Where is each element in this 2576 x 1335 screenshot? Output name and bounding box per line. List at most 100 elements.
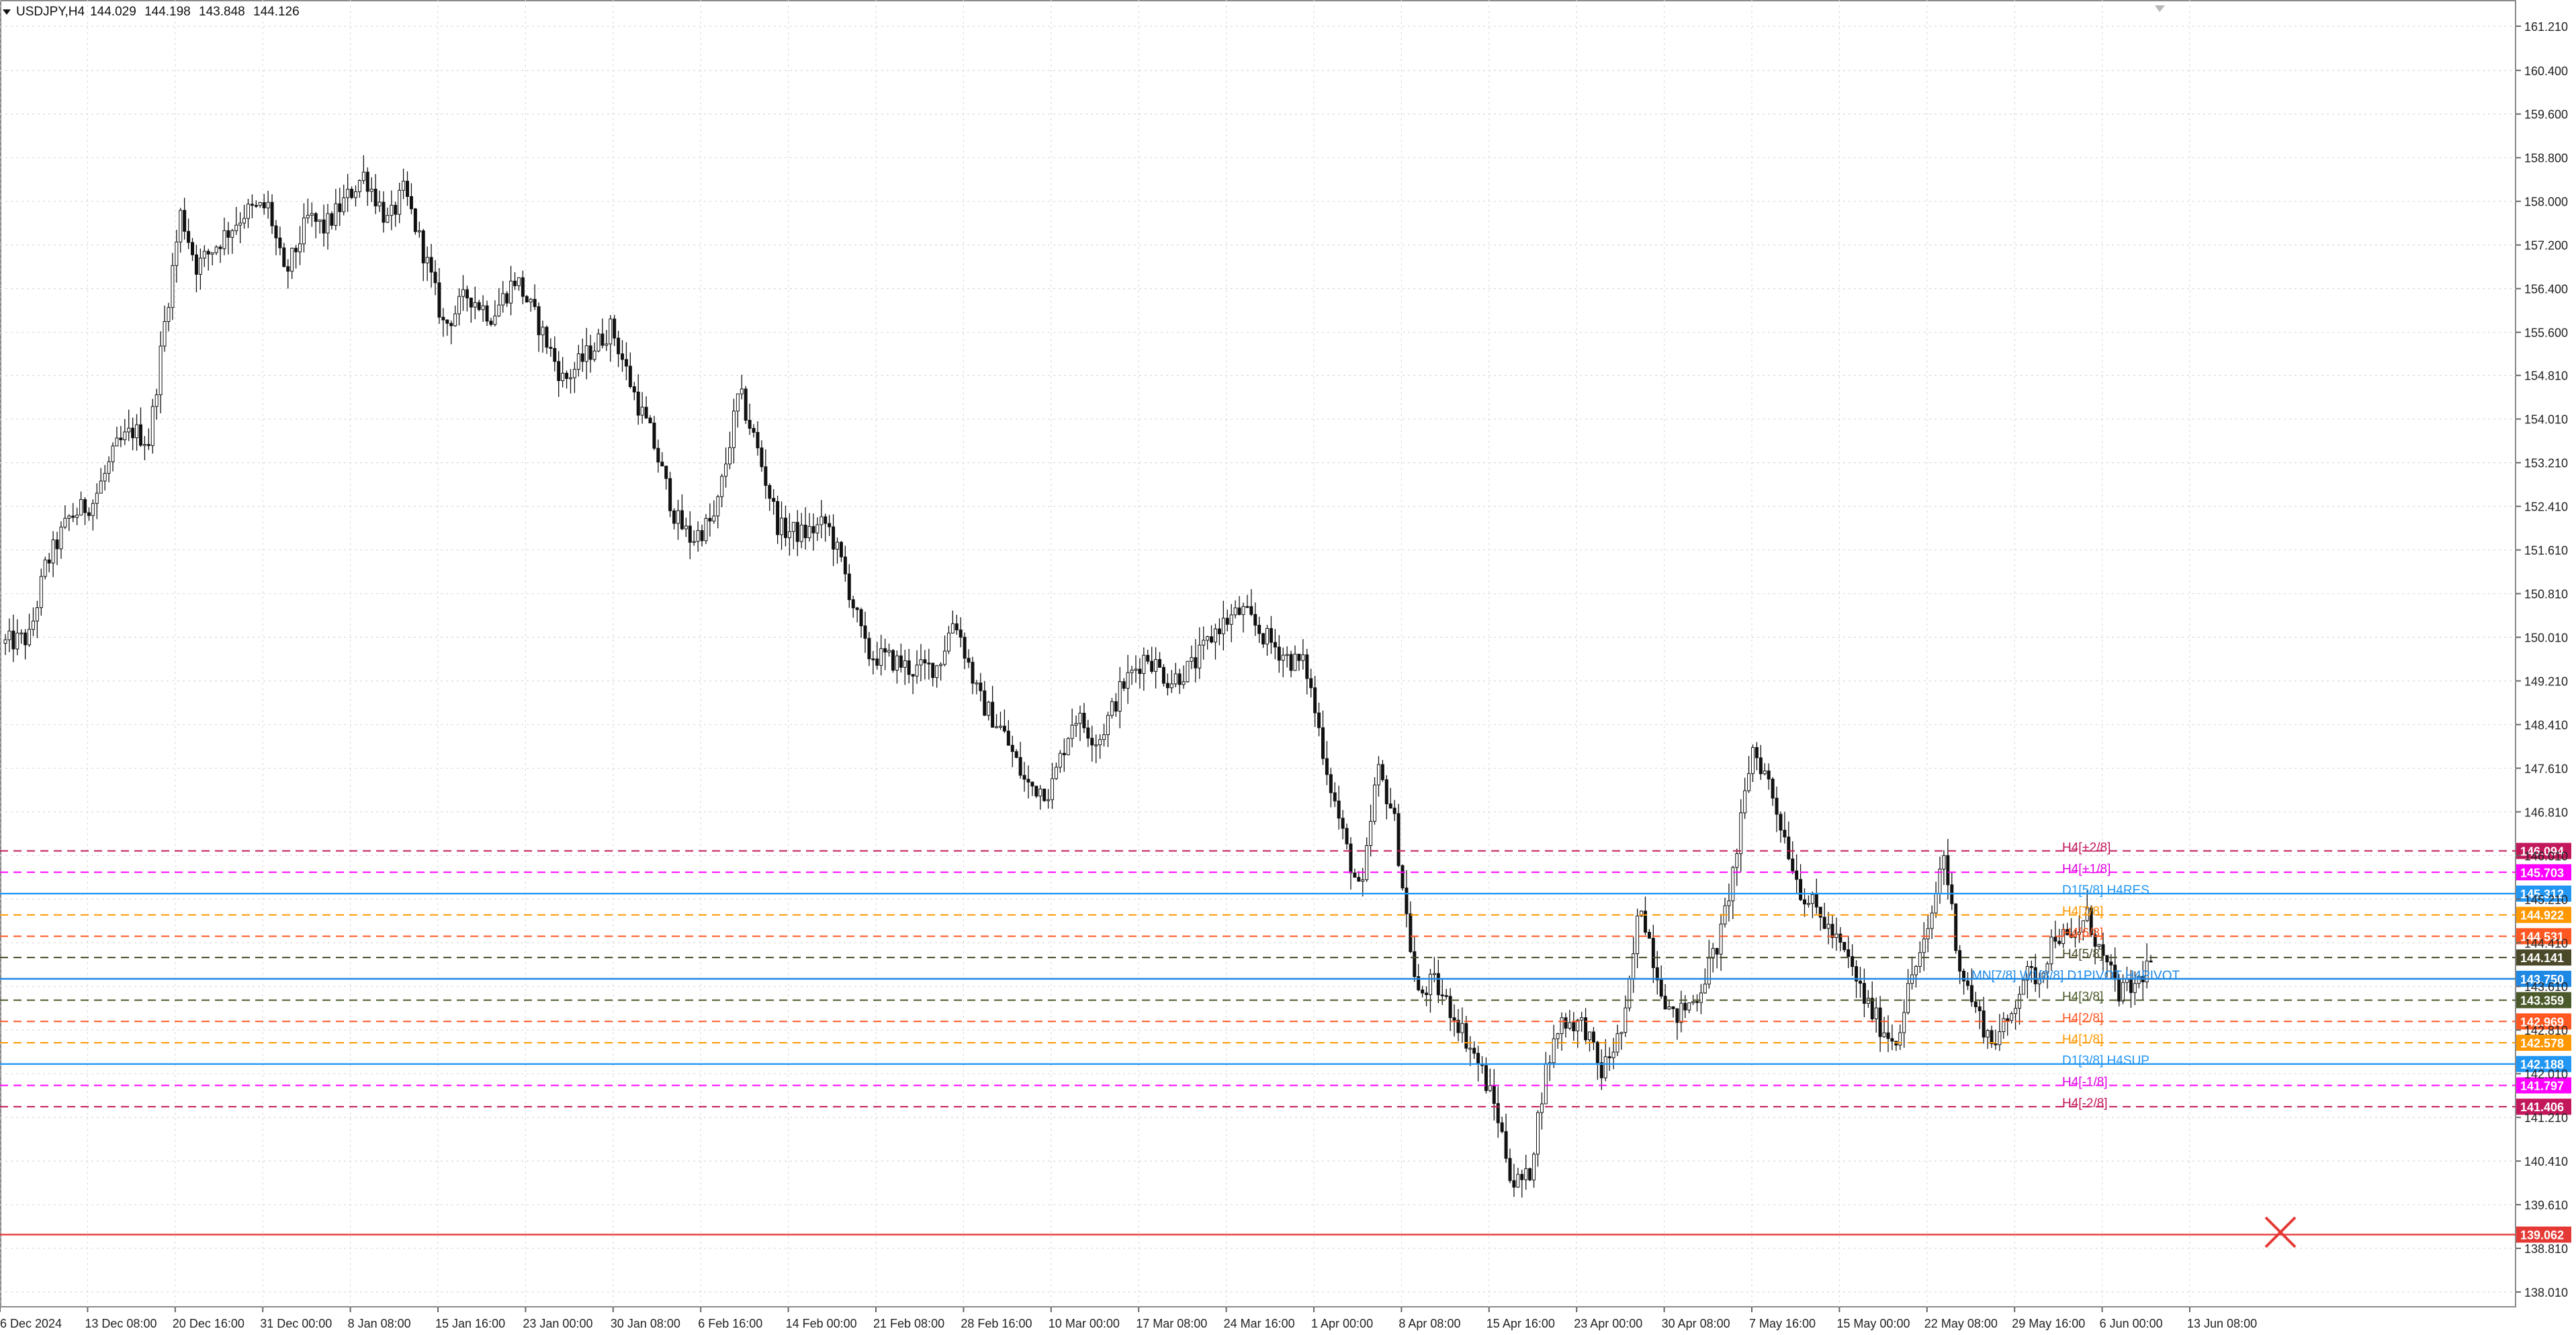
candle-body: [1759, 757, 1763, 775]
candle-body: [1047, 799, 1051, 802]
candle-body: [2121, 982, 2125, 1002]
candle-body: [43, 559, 47, 577]
candle-body: [59, 526, 63, 550]
price-badge-label: 145.703: [2520, 866, 2564, 879]
candle-body: [1010, 744, 1014, 752]
candle-body: [939, 664, 943, 666]
candle-body: [2066, 929, 2070, 935]
candle-body: [441, 316, 445, 320]
candle-body: [780, 517, 784, 535]
candle-body: [1114, 701, 1118, 712]
candle-body: [596, 333, 601, 351]
candle-body: [1154, 659, 1158, 672]
candle-body: [394, 204, 398, 215]
candle-body: [1098, 739, 1102, 746]
candle-body: [1161, 666, 1165, 684]
candle-body: [1190, 657, 1194, 662]
candle-body: [461, 289, 465, 297]
candle-body: [1369, 820, 1373, 846]
candle-body: [1978, 1006, 1982, 1011]
candle-body: [883, 648, 887, 653]
candle-body: [1317, 712, 1321, 728]
price-tick-label: 156.400: [2524, 283, 2568, 296]
candle-body: [2053, 937, 2057, 942]
time-tick-label: 1 Apr 00:00: [1311, 1317, 1373, 1330]
candle-body: [513, 280, 517, 286]
candle-body: [1779, 814, 1783, 831]
candle-body: [262, 202, 266, 209]
price-axis: 161.210 160.400 159.600 158.800 158.000 157.2…: [2516, 20, 2568, 1299]
triangle-down-icon[interactable]: [3, 9, 11, 15]
candle-body: [764, 466, 768, 486]
candle-body: [322, 219, 326, 234]
candle-body: [1619, 1032, 1624, 1035]
candle-body: [234, 224, 238, 231]
candle-body: [150, 406, 154, 446]
candle-body: [198, 257, 202, 275]
candle-body: [1516, 1174, 1520, 1188]
candle-body: [95, 492, 99, 504]
candle-body: [1568, 1022, 1572, 1029]
candle-body: [83, 499, 87, 513]
candle-body: [1965, 980, 1969, 986]
candle-body: [1556, 1033, 1560, 1039]
candle-body: [1576, 1019, 1580, 1031]
candle-body: [1452, 1017, 1456, 1021]
candle-body: [1257, 625, 1261, 634]
candle-body: [1520, 1174, 1524, 1180]
candle-body: [995, 726, 999, 728]
price-tick-label: 151.610: [2524, 544, 2568, 558]
candle-body: [1580, 1017, 1584, 1021]
candle-body: [2025, 965, 2029, 981]
price-badge-label: 144.141: [2520, 951, 2564, 965]
candle-body: [1058, 752, 1062, 768]
candle-body: [1822, 916, 1826, 929]
candle-body: [832, 526, 836, 550]
price-tick-label: 158.000: [2524, 196, 2568, 209]
candle-body: [2010, 1013, 2014, 1021]
candle-body: [473, 302, 477, 308]
candle-body: [111, 445, 115, 462]
candle-body: [1636, 915, 1640, 954]
candle-body: [99, 480, 103, 494]
candle-body: [760, 447, 764, 468]
candle-body: [1210, 636, 1214, 643]
candle-body: [1862, 983, 1866, 1004]
candle-body: [250, 204, 254, 206]
candle-body: [1325, 758, 1329, 775]
candle-body: [672, 510, 676, 524]
candle-body: [1158, 659, 1162, 668]
candle-body: [1826, 924, 1830, 929]
candle-body: [1110, 701, 1114, 716]
candle-body: [2077, 931, 2081, 935]
level-label: MN[7/8] W1[8/8] D1PIVOT H4PIVOT: [1971, 969, 2180, 983]
level-label: H4[+2/8]: [2062, 841, 2111, 855]
candle-body: [429, 257, 433, 273]
candle-body: [449, 322, 453, 327]
candle-body: [1038, 788, 1042, 797]
candle-body: [338, 203, 342, 212]
price-tick-label: 141.210: [2524, 1111, 2568, 1125]
candle-body: [1611, 1051, 1615, 1058]
price-badge: [2516, 1056, 2571, 1072]
candle-body: [2033, 967, 2037, 984]
scroll-marker-icon[interactable]: [2155, 5, 2165, 12]
candle-body: [1584, 1017, 1588, 1041]
candle-body: [1277, 646, 1281, 661]
candle-body: [946, 632, 950, 652]
price-badge-label: 141.406: [2520, 1101, 2564, 1114]
candle-body: [254, 205, 258, 207]
candle-body: [119, 437, 123, 441]
candle-body: [1074, 723, 1078, 726]
candle-body: [497, 304, 501, 316]
candle-body: [55, 540, 59, 550]
candle-body: [628, 365, 632, 388]
candle-body: [991, 701, 995, 728]
level-label: H4[-2/8]: [2062, 1096, 2108, 1111]
candle-body: [1783, 830, 1787, 838]
candle-body: [895, 655, 899, 671]
candle-body: [67, 515, 71, 519]
candle-body: [1333, 792, 1337, 802]
